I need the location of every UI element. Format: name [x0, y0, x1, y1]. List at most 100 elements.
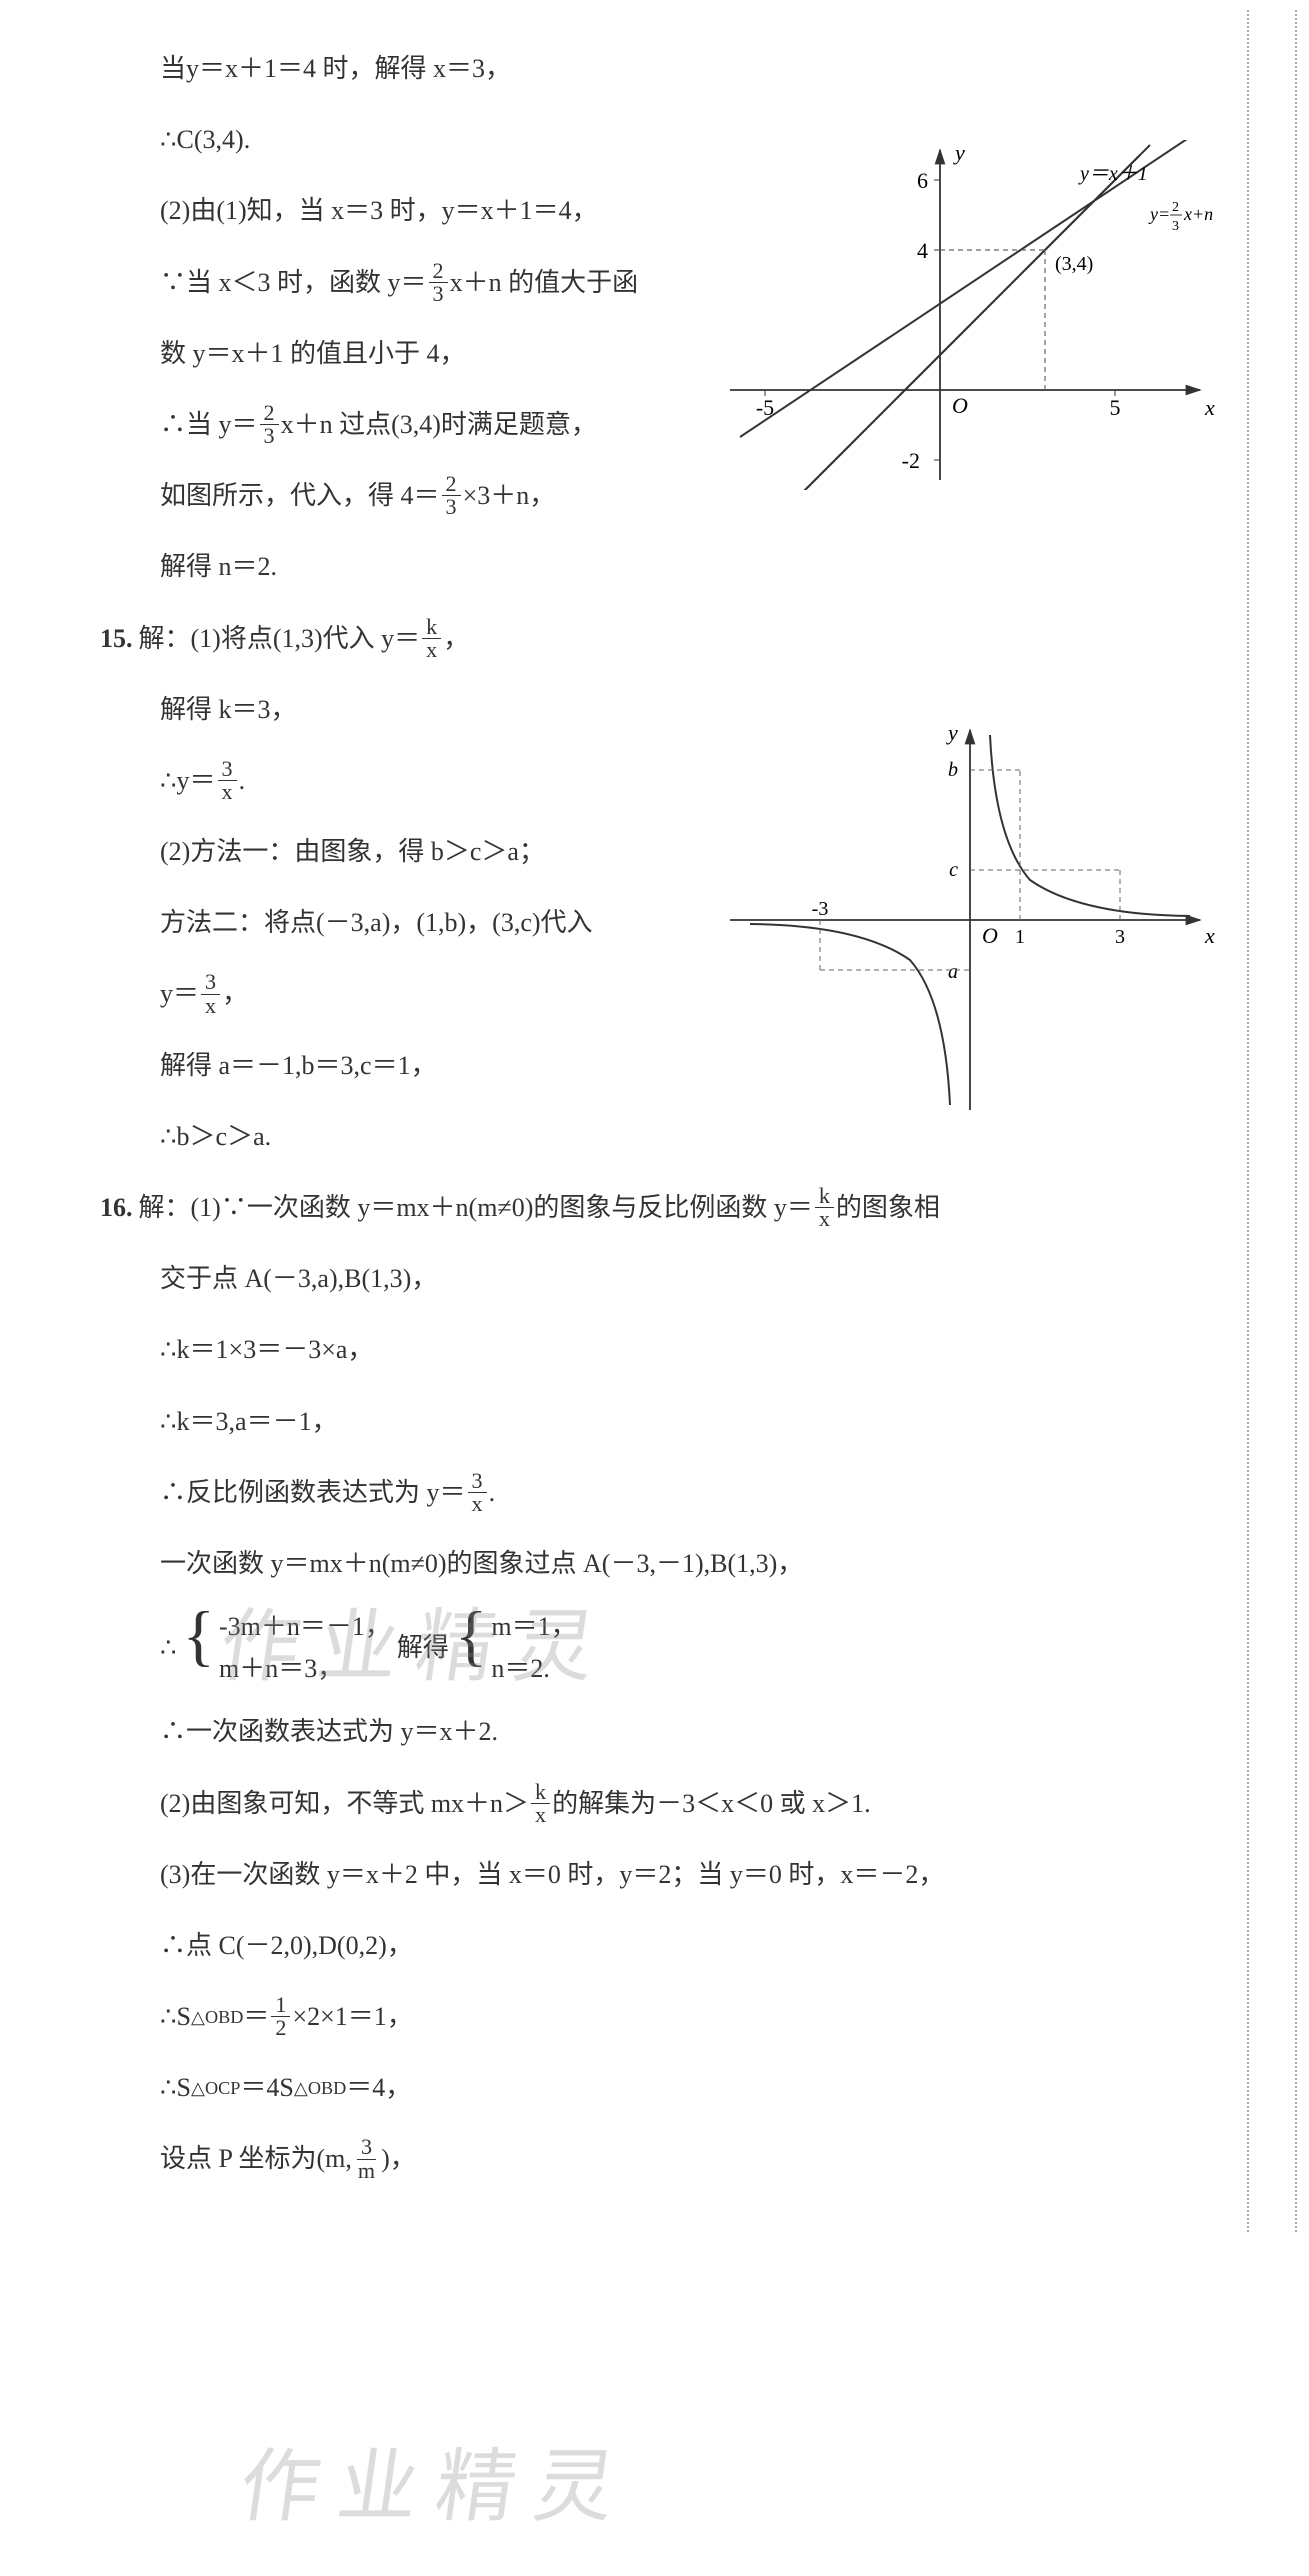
ytick-label: c	[949, 859, 958, 881]
text: ∴k＝1×3＝－3×a，	[160, 1321, 373, 1378]
right-divider	[1295, 10, 1297, 2232]
text: 解：(1)将点(1,3)代入 y＝	[139, 610, 421, 667]
text: 解：(1)∵一次函数 y＝mx＋n(m≠0)的图象与反比例函数 y＝	[139, 1179, 813, 1236]
p16-line-7: ∴ { -3m＋n＝－1， m＋n＝3， 解得 { m＝1， n＝2.	[160, 1606, 1240, 1689]
text: 数 y＝x＋1 的值且小于 4，	[160, 325, 466, 382]
p16-line-6: 一次函数 y＝mx＋n(m≠0)的图象过点 A(－3,－1),B(1,3)，	[160, 1535, 1240, 1592]
xtick-label: 3	[1115, 926, 1125, 948]
equation-system-2: { m＝1， n＝2.	[455, 1606, 577, 1689]
text: ∴b＞c＞a.	[160, 1108, 271, 1165]
text: x＋n 的值大于函	[450, 254, 639, 311]
fraction-k-x: k x	[815, 1185, 834, 1230]
fraction-2-3: 2 3	[442, 473, 461, 518]
text: 方法二：将点(－3,a)，(1,b)，(3,c)代入	[160, 894, 593, 951]
fraction-2-3: 2 3	[429, 260, 448, 305]
text: 当	[160, 40, 186, 97]
curve-branch-2	[750, 924, 950, 1105]
left-brace-icon: {	[183, 1606, 215, 1689]
sys-row: n＝2.	[491, 1648, 576, 1690]
problem-number: 16.	[100, 1179, 133, 1236]
line-1	[740, 145, 1150, 490]
text: ∴点 C(－2,0),D(0,2)，	[160, 1917, 413, 1974]
axis-label-x: x	[1204, 395, 1215, 420]
origin-label: O	[982, 923, 998, 948]
text: 解得 k＝3，	[160, 681, 297, 738]
origin-label: O	[952, 393, 968, 418]
p16-line-5: ∴反比例函数表达式为 y＝ 3 x .	[160, 1464, 1240, 1521]
text: ∴y＝	[160, 752, 216, 809]
subscript: △OBD	[294, 2068, 346, 2108]
graph-reciprocal-svg: O x y -3 1 3 a c b	[720, 720, 1220, 1120]
left-brace-icon: {	[455, 1606, 487, 1689]
text: 解得 n＝2.	[160, 538, 277, 595]
text: ＝	[243, 1988, 269, 2045]
equation-system-1: { -3m＋n＝－1， m＋n＝3，	[183, 1606, 391, 1689]
fraction-2-3: 2 3	[260, 402, 279, 447]
text: ∴S	[160, 2059, 191, 2116]
text: y＝x＋1＝4 时，解得 x＝3，	[186, 40, 511, 97]
text: ∴C(3,4).	[160, 111, 250, 168]
text: ∴反比例函数表达式为 y＝	[160, 1464, 466, 1521]
text: 一次函数 y＝mx＋n(m≠0)的图象过点 A(－3,－1),B(1,3)，	[160, 1535, 803, 1592]
sys-row: -3m＋n＝－1，	[219, 1606, 391, 1648]
sys-row: m＋n＝3，	[219, 1648, 391, 1690]
point-label: (3,4)	[1055, 253, 1093, 275]
text: (2)由图象可知，不等式 mx＋n＞	[160, 1775, 529, 1832]
p16-line-10: (3)在一次函数 y＝x＋2 中，当 x＝0 时，y＝2；当 y＝0 时，x＝－…	[160, 1846, 1240, 1903]
text: ，	[443, 610, 469, 667]
text: 设点 P 坐标为(m,	[160, 2130, 352, 2187]
svg-text:x+n: x+n	[1183, 204, 1213, 224]
text: 解得 a＝－1,b＝3,c＝1，	[160, 1037, 437, 1094]
ytick-label: 6	[917, 168, 928, 193]
xtick-label: 1	[1015, 926, 1025, 948]
text: ∴S	[160, 1988, 191, 2045]
p16-line-3: ∴k＝1×3＝－3×a，	[160, 1321, 1240, 1378]
text: 的解集为－3＜x＜0 或 x＞1.	[552, 1775, 871, 1832]
p16-line-13: ∴S△OCP ＝4S△OBD ＝4，	[160, 2059, 1240, 2116]
line-label-1: y＝x＋1	[1078, 163, 1148, 185]
p16-line-9: (2)由图象可知，不等式 mx＋n＞ k x 的解集为－3＜x＜0 或 x＞1.	[160, 1775, 1240, 1832]
fraction-3-m: 3 m	[354, 2136, 379, 2181]
fraction-1-2: 1 2	[271, 1994, 290, 2039]
p16-line-4: ∴k＝3,a＝－1，	[160, 1393, 1240, 1450]
subscript: △OCP	[191, 2068, 240, 2108]
text: ∴k＝3,a＝－1，	[160, 1393, 338, 1450]
subscript: △OBD	[191, 1997, 243, 2037]
ytick-label: 4	[917, 238, 928, 263]
text: ∴一次函数表达式为 y＝x＋2.	[160, 1703, 498, 1760]
text: 如图所示，代入，得 4＝	[160, 467, 440, 524]
p16-line-12: ∴S△OBD ＝ 1 2 ×2×1＝1，	[160, 1988, 1240, 2045]
problem-number: 15.	[100, 610, 133, 667]
axis-label-x: x	[1204, 923, 1215, 948]
fraction-3-x: 3 x	[468, 1470, 487, 1515]
p16-line-14: 设点 P 坐标为(m, 3 m )，	[160, 2130, 1240, 2187]
watermark: 作业精灵	[228, 2400, 645, 2576]
ytick-label: b	[948, 759, 958, 781]
fraction-k-x: k x	[422, 616, 441, 661]
text: ＝4，	[346, 2059, 411, 2116]
p14-line-1: 当 y＝x＋1＝4 时，解得 x＝3，	[160, 40, 1240, 97]
xtick-label: -3	[812, 898, 829, 920]
graph-reciprocal: O x y -3 1 3 a c b	[720, 720, 1220, 1120]
text: y＝	[160, 965, 199, 1022]
svg-text:3: 3	[1172, 219, 1179, 234]
ytick-label: a	[948, 961, 958, 983]
fraction-3-x: 3 x	[218, 758, 237, 803]
text: (2)由(1)知，当 x＝3 时，y＝x＋1＝4，	[160, 182, 598, 239]
graph-linear-svg: -5 5 -2 4 6 O x y (3,4) y＝x＋1 y= 2 3 x+n	[720, 140, 1220, 490]
text: 的图象相	[836, 1179, 940, 1236]
text: 交于点 A(－3,a),B(1,3)，	[160, 1250, 437, 1307]
xtick-label: 5	[1110, 395, 1121, 420]
text: 解得	[397, 1619, 449, 1676]
text: ，	[222, 965, 248, 1022]
text: ×3＋n，	[463, 467, 556, 524]
right-divider-2	[1247, 10, 1249, 2232]
p16-line-11: ∴点 C(－2,0),D(0,2)，	[160, 1917, 1240, 1974]
p15-line-1: 15. 解：(1)将点(1,3)代入 y＝ k x ，	[100, 610, 1240, 667]
p14-line-8: 解得 n＝2.	[160, 538, 1240, 595]
text: (3)在一次函数 y＝x＋2 中，当 x＝0 时，y＝2；当 y＝0 时，x＝－…	[160, 1846, 944, 1903]
text: ×2×1＝1，	[292, 1988, 412, 2045]
text: .	[239, 752, 246, 809]
axis-label-y: y	[946, 720, 958, 745]
graph-linear: -5 5 -2 4 6 O x y (3,4) y＝x＋1 y= 2 3 x+n	[720, 140, 1220, 490]
